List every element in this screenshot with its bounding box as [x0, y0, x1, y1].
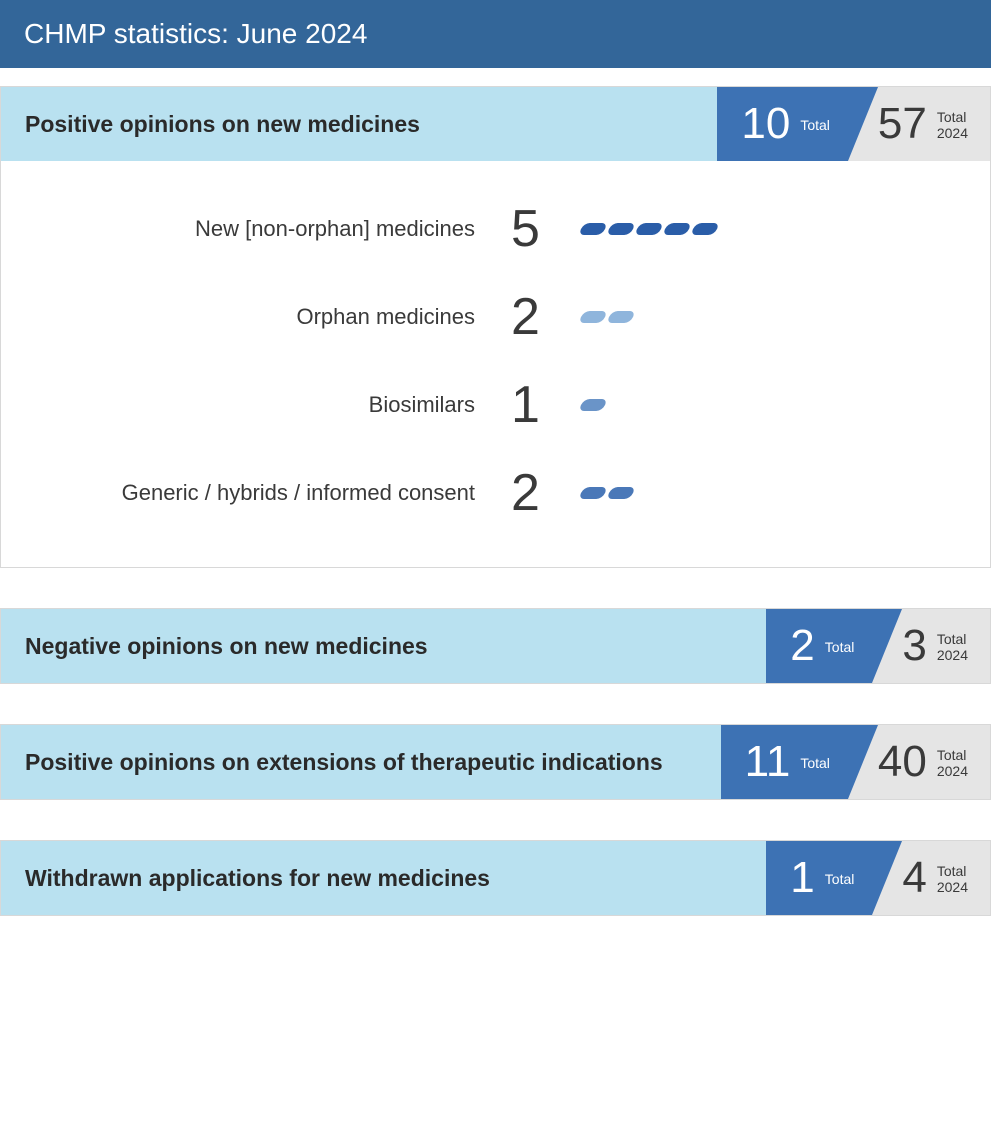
total-label: Total — [825, 639, 855, 655]
section-header: Positive opinions on new medicines 10 Tota… — [1, 87, 990, 161]
total-year-label: 2024 — [937, 647, 968, 663]
row-pills — [581, 223, 990, 235]
total-label: Total — [800, 755, 830, 771]
pill-icon — [578, 311, 608, 323]
row-label: New [non-orphan] medicines — [1, 216, 511, 242]
current-total-block: 2 Total — [766, 609, 872, 683]
breakdown-row: New [non-orphan] medicines5 — [1, 185, 990, 273]
year-total-label: Total2024 — [937, 861, 968, 895]
current-total-block: 11 Total — [721, 725, 848, 799]
pill-icon — [606, 311, 636, 323]
pill-icon — [578, 223, 608, 235]
section-header: Positive opinions on extensions of thera… — [1, 725, 990, 799]
current-total-value: 11 — [745, 740, 791, 784]
current-total-block: 1 Total — [766, 841, 872, 915]
year-total-label: Total2024 — [937, 629, 968, 663]
total-label: Total — [937, 863, 968, 879]
section: Positive opinions on extensions of thera… — [0, 724, 991, 800]
current-total-label: Total — [800, 115, 830, 133]
total-year-label: 2024 — [937, 763, 968, 779]
breakdown-row: Orphan medicines2 — [1, 273, 990, 361]
breakdown-row: Biosimilars1 — [1, 361, 990, 449]
pill-icon — [578, 399, 608, 411]
current-total-label: Total — [825, 637, 855, 655]
page-title: CHMP statistics: June 2024 — [0, 0, 991, 68]
total-label: Total — [937, 109, 968, 125]
section-title: Positive opinions on extensions of thera… — [1, 725, 721, 799]
year-total-label: Total2024 — [937, 107, 968, 141]
current-total-block: 10 Total — [717, 87, 848, 161]
pill-icon — [634, 223, 664, 235]
row-pills — [581, 311, 990, 323]
section-title: Positive opinions on new medicines — [1, 87, 717, 161]
pill-icon — [606, 487, 636, 499]
section-header: Negative opinions on new medicines 2 Total… — [1, 609, 990, 683]
sections-container: Positive opinions on new medicines 10 Tota… — [0, 86, 991, 916]
row-value: 2 — [511, 467, 581, 519]
pill-icon — [578, 487, 608, 499]
row-label: Biosimilars — [1, 392, 511, 418]
row-label: Generic / hybrids / informed consent — [1, 480, 511, 506]
pill-icon — [690, 223, 720, 235]
row-label: Orphan medicines — [1, 304, 511, 330]
section: Positive opinions on new medicines 10 Tota… — [0, 86, 991, 568]
breakdown-row: Generic / hybrids / informed consent2 — [1, 449, 990, 537]
total-year-label: 2024 — [937, 879, 968, 895]
year-total-value: 4 — [902, 856, 926, 900]
pill-icon — [662, 223, 692, 235]
current-total-value: 10 — [741, 102, 790, 146]
row-value: 1 — [511, 379, 581, 431]
year-total-value: 40 — [878, 740, 927, 784]
pill-icon — [606, 223, 636, 235]
total-year-label: 2024 — [937, 125, 968, 141]
section-title: Negative opinions on new medicines — [1, 609, 766, 683]
section-header: Withdrawn applications for new medicines… — [1, 841, 990, 915]
row-pills — [581, 487, 990, 499]
year-total-value: 3 — [902, 624, 926, 668]
year-total-value: 57 — [878, 102, 927, 146]
current-total-value: 2 — [790, 624, 814, 668]
total-label: Total — [825, 871, 855, 887]
current-total-value: 1 — [790, 856, 814, 900]
row-pills — [581, 399, 990, 411]
total-label: Total — [937, 747, 968, 763]
section-title: Withdrawn applications for new medicines — [1, 841, 766, 915]
row-value: 5 — [511, 203, 581, 255]
total-label: Total — [937, 631, 968, 647]
total-label: Total — [800, 117, 830, 133]
breakdown-rows: New [non-orphan] medicines5Orphan medici… — [1, 161, 990, 567]
section: Withdrawn applications for new medicines… — [0, 840, 991, 916]
row-value: 2 — [511, 291, 581, 343]
year-total-label: Total2024 — [937, 745, 968, 779]
section: Negative opinions on new medicines 2 Total… — [0, 608, 991, 684]
current-total-label: Total — [800, 753, 830, 771]
current-total-label: Total — [825, 869, 855, 887]
